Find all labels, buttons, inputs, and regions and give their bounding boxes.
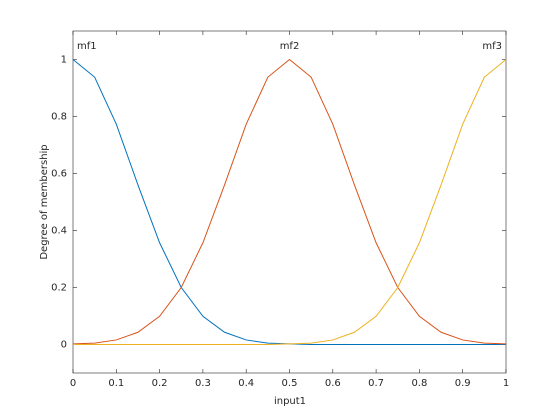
- y-tick-label: 0.2: [51, 283, 67, 294]
- line-series: [73, 59, 507, 345]
- x-tick-label: 0.2: [152, 378, 168, 389]
- x-tick-label: 0.4: [238, 378, 254, 389]
- y-tick-label: 0.4: [51, 226, 67, 237]
- x-tick-label: 0: [70, 378, 76, 389]
- series-label: mf2: [280, 41, 300, 52]
- x-tick-label: 0.3: [195, 378, 211, 389]
- y-tick-label: 1: [61, 55, 67, 66]
- x-tick-label: 0.7: [368, 378, 384, 389]
- plot-area: [72, 30, 507, 374]
- x-tick-label: 0.8: [411, 378, 427, 389]
- x-tick-label: 0.9: [455, 378, 471, 389]
- y-axis-label: Degree of membership: [39, 144, 50, 259]
- y-tick-label: 0: [61, 340, 67, 351]
- series-label: mf3: [482, 41, 502, 52]
- x-tick-label: 1: [503, 378, 509, 389]
- series-label: mf1: [77, 41, 97, 52]
- x-tick-label: 0.6: [325, 378, 341, 389]
- y-tick-label: 0.8: [51, 112, 67, 123]
- line-series: [72, 58, 507, 345]
- y-tick-label: 0.6: [51, 169, 67, 180]
- x-axis-label: input1: [274, 396, 306, 407]
- x-tick-label: 0.1: [108, 378, 124, 389]
- x-tick-label: 0.5: [282, 378, 298, 389]
